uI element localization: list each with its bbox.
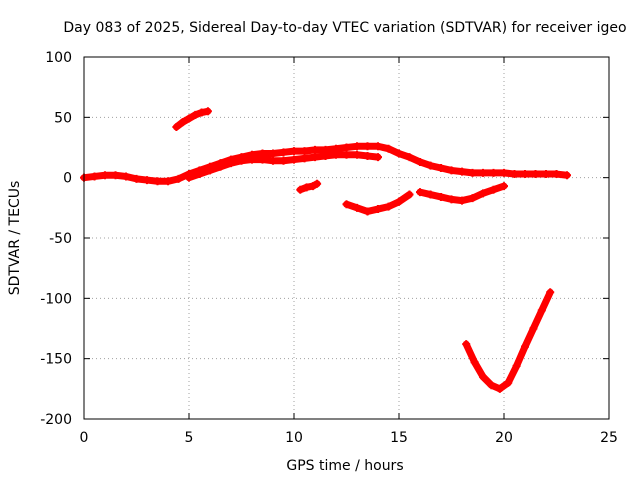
series-lower-band <box>185 150 382 182</box>
data-point <box>374 153 382 162</box>
plot-frame <box>83 56 610 420</box>
series-deep-U <box>462 288 555 393</box>
y-tick-label: -150 <box>40 352 72 368</box>
axis-ticks: 0 5 10 15 20 25 -200 -150 -100 -50 0 50 100 <box>40 50 618 446</box>
x-tick-label: 15 <box>390 430 408 446</box>
data-point <box>546 288 555 297</box>
y-tick-label: -100 <box>40 291 72 307</box>
chart-title: Day 083 of 2025, Sidereal Day-to-day VTE… <box>63 20 626 36</box>
y-tick-label: -200 <box>40 412 72 428</box>
y-tick-label: 50 <box>54 110 72 126</box>
data-point <box>313 179 322 188</box>
series-main-band <box>80 142 571 186</box>
series-lower-trough <box>342 190 414 216</box>
x-tick-label: 25 <box>600 430 618 446</box>
data-trace-segment <box>538 288 554 314</box>
x-tick-label: 0 <box>80 430 89 446</box>
series-short-segment <box>296 179 322 194</box>
data-trace-segment <box>395 191 413 206</box>
y-tick-label: 100 <box>45 50 72 66</box>
data-trace-segment <box>513 343 529 370</box>
x-axis-label: GPS time / hours <box>286 458 403 474</box>
data-point <box>203 107 212 116</box>
series-upper-arc <box>172 107 212 131</box>
x-tick-label: 5 <box>185 430 194 446</box>
x-tick-label: 20 <box>495 430 513 446</box>
y-axis-label: SDTVAR / TECUs <box>7 181 23 296</box>
x-tick-label: 10 <box>285 430 303 446</box>
data-point <box>500 182 508 191</box>
series-evening-dip <box>416 182 508 205</box>
data-point <box>405 190 414 199</box>
data-marks <box>80 107 571 393</box>
grid <box>84 57 609 419</box>
data-point <box>563 171 571 180</box>
y-tick-label: -50 <box>49 231 72 247</box>
y-tick-label: 0 <box>63 171 72 187</box>
